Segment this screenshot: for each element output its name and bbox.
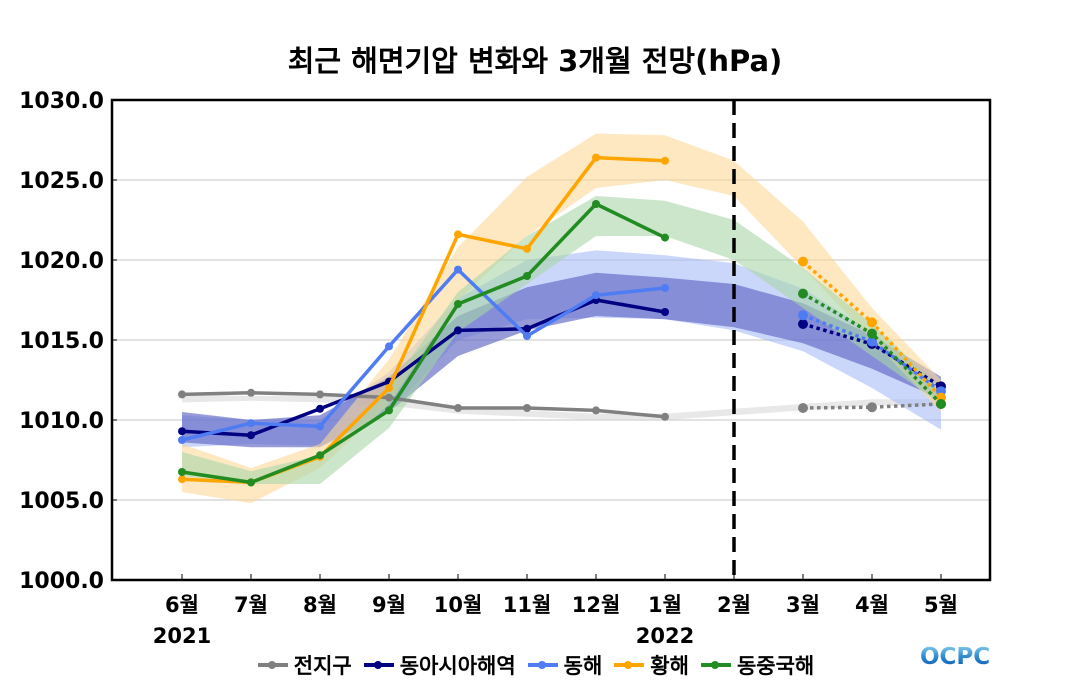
year-label: 2021 bbox=[153, 624, 211, 648]
forecast-point bbox=[867, 402, 877, 413]
observed-point bbox=[385, 342, 393, 351]
observed-point bbox=[316, 390, 324, 399]
observed-point bbox=[247, 419, 255, 428]
x-tick-label: 7월 bbox=[234, 593, 268, 617]
observed-point bbox=[661, 412, 669, 421]
legend-label: 황해 bbox=[650, 654, 689, 678]
observed-point bbox=[178, 427, 186, 436]
forecast-point bbox=[798, 288, 808, 299]
observed-line bbox=[181, 202, 666, 485]
observed-line bbox=[181, 391, 666, 419]
x-tick-label: 6월 bbox=[165, 593, 199, 617]
observed-point bbox=[385, 393, 393, 402]
x-tick-label: 9월 bbox=[372, 593, 406, 617]
forecast-point bbox=[936, 399, 946, 409]
observed-point bbox=[247, 388, 255, 397]
legend-item: 동중국해 bbox=[699, 650, 814, 680]
observed-point bbox=[661, 156, 669, 165]
x-tick-label: 1월 bbox=[648, 593, 682, 617]
series-bands bbox=[182, 133, 941, 504]
observed-point bbox=[178, 475, 186, 484]
forecast-point bbox=[867, 336, 877, 347]
forecast-point bbox=[867, 317, 877, 328]
axes: 1000.0 1005.0 1010.0 1015.0 1020.0 1025.0 1030… bbox=[19, 89, 958, 648]
chart-title: 최근 해면기압 변화와 3개월 전망(hPa) bbox=[287, 44, 783, 78]
observed-point bbox=[454, 230, 462, 239]
forecast-line bbox=[802, 402, 942, 410]
series-lines bbox=[178, 153, 946, 487]
observed-point bbox=[454, 404, 462, 412]
observed-point bbox=[454, 326, 462, 335]
legend-marker bbox=[256, 658, 290, 672]
x-tick-label: 5월 bbox=[924, 593, 958, 617]
legend-item: 동아시아해역 bbox=[362, 650, 516, 680]
forecast-point bbox=[798, 403, 808, 413]
y-tick-label: 1005.0 bbox=[19, 489, 104, 514]
observed-point bbox=[592, 200, 600, 208]
observed-point bbox=[592, 153, 600, 162]
y-tick-label: 1000.0 bbox=[19, 569, 104, 594]
observed-point bbox=[247, 478, 255, 487]
observed-point bbox=[316, 404, 324, 413]
observed-point bbox=[178, 468, 186, 476]
band-4 bbox=[182, 196, 941, 484]
observed-point bbox=[178, 390, 186, 399]
observed-point bbox=[454, 265, 462, 274]
legend-item: 황해 bbox=[612, 650, 689, 680]
forecast-point bbox=[798, 256, 808, 267]
observed-point bbox=[523, 404, 531, 412]
y-tick-label: 1030.0 bbox=[19, 89, 104, 114]
observed-point bbox=[316, 422, 324, 431]
observed-point bbox=[661, 308, 669, 316]
legend: 전지구 동아시아해역 동해 황해 동중국해 bbox=[0, 650, 1070, 680]
forecast-point bbox=[867, 328, 877, 339]
x-tick-label: 3월 bbox=[786, 593, 820, 617]
observed-point bbox=[523, 244, 531, 253]
forecast-point bbox=[798, 310, 808, 321]
legend-label: 동중국해 bbox=[736, 654, 815, 678]
observed-point bbox=[316, 451, 324, 460]
y-tick-label: 1025.0 bbox=[19, 169, 104, 194]
ocpc-logo: OCPC bbox=[920, 644, 991, 670]
legend-item: 전지구 bbox=[256, 650, 352, 680]
x-tick-label: 12월 bbox=[572, 593, 621, 617]
observed-point bbox=[178, 436, 186, 444]
observed-point bbox=[592, 406, 600, 415]
x-tick-label: 10월 bbox=[434, 593, 483, 617]
y-tick-label: 1020.0 bbox=[19, 249, 104, 274]
observed-point bbox=[454, 300, 462, 308]
observed-point bbox=[385, 384, 393, 392]
year-label: 2022 bbox=[636, 624, 694, 648]
observed-point bbox=[523, 272, 531, 280]
observed-point bbox=[523, 332, 531, 340]
observed-point bbox=[592, 291, 600, 300]
y-tick-label: 1015.0 bbox=[19, 329, 104, 354]
legend-label: 동해 bbox=[563, 654, 603, 678]
x-tick-label: 4월 bbox=[855, 593, 889, 617]
legend-marker bbox=[612, 658, 646, 672]
legend-item: 동해 bbox=[526, 650, 603, 680]
legend-marker bbox=[526, 658, 560, 672]
legend-label: 동아시아해역 bbox=[399, 654, 516, 678]
legend-marker bbox=[699, 658, 733, 672]
x-tick-label: 11월 bbox=[503, 593, 552, 617]
observed-point bbox=[385, 406, 393, 415]
x-tick-label: 2월 bbox=[717, 593, 751, 617]
legend-label: 전지구 bbox=[293, 654, 352, 678]
forecast-point bbox=[798, 319, 808, 329]
x-tick-label: 8월 bbox=[303, 593, 337, 617]
y-tick-label: 1010.0 bbox=[19, 409, 104, 434]
observed-point bbox=[661, 284, 669, 292]
observed-point bbox=[523, 324, 531, 333]
observed-point bbox=[661, 233, 669, 242]
legend-marker bbox=[362, 658, 396, 672]
observed-point bbox=[247, 431, 255, 440]
